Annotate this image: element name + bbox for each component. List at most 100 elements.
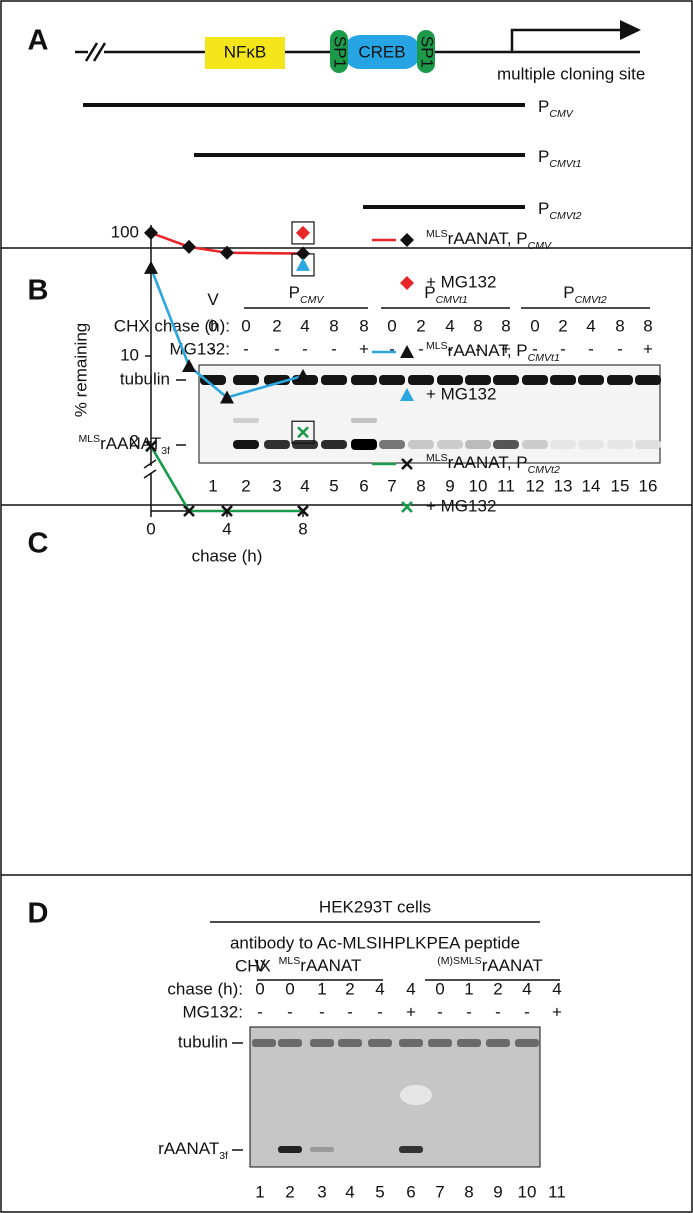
series-line	[149, 445, 303, 513]
lane-number: 2	[285, 1182, 294, 1201]
band-label-part: MLS	[78, 433, 100, 445]
band-label: rAANAT3f	[158, 1139, 228, 1161]
mg132-box	[291, 420, 315, 444]
marker	[183, 505, 195, 517]
y-tick-label: 2	[130, 431, 139, 450]
lane-number: 8	[416, 476, 425, 495]
chase-time: 8	[359, 316, 368, 335]
mg132-box	[291, 253, 315, 277]
chase-time: 4	[375, 979, 384, 998]
group-label-part: (M)SMLS	[437, 955, 481, 967]
nfkb-box	[205, 37, 285, 69]
marker	[400, 276, 414, 290]
marker	[401, 458, 413, 470]
element-label: SP1	[331, 36, 350, 68]
chase-time: 4	[445, 316, 454, 335]
mg132-sign: -	[377, 1002, 383, 1021]
band-label: MLSrAANAT3f	[78, 433, 170, 457]
legend-label-part: CMV	[528, 240, 552, 252]
lane-number: 14	[582, 476, 601, 495]
legend-label: + MG132	[426, 272, 496, 291]
group-label-part: CMVt2	[575, 294, 607, 306]
band-label: tubulin	[120, 369, 170, 388]
construct-label-part: P	[538, 97, 549, 116]
band-label-part: rAANAT	[158, 1139, 219, 1158]
construct-label-part: P	[538, 199, 549, 218]
y-axis-label: % remaining	[71, 323, 90, 418]
marker	[144, 260, 158, 274]
group-label: (M)SMLSrAANAT	[437, 955, 543, 976]
chase-time: 0	[241, 316, 250, 335]
construct-label: PCMV	[538, 97, 574, 119]
lane-number: 9	[445, 476, 454, 495]
x-tick-label: 0	[146, 519, 155, 538]
legend-label-part: rAANAT, P	[448, 453, 528, 472]
legend-label-part: MLS	[426, 228, 448, 240]
mg132-sign: -	[319, 1002, 325, 1021]
marker	[182, 239, 196, 254]
lane-number: 3	[317, 1182, 326, 1201]
construct-label-part: CMVt2	[549, 210, 581, 222]
x-axis-label: chase (h)	[192, 546, 263, 565]
marker	[296, 225, 310, 240]
mg132-sign: -	[347, 1002, 353, 1021]
lane-number: 4	[300, 476, 309, 495]
mg132-sign: -	[274, 339, 280, 358]
gel-bands	[252, 1039, 539, 1153]
mg132-box	[291, 221, 315, 245]
panel-letter: C	[28, 528, 49, 560]
lane-number: 8	[464, 1182, 473, 1201]
legend-label: MLSrAANAT, PCMV	[426, 228, 552, 252]
chase-time: 4	[586, 316, 595, 335]
lane-number: 10	[518, 1182, 537, 1201]
row-label: chase (h):	[167, 979, 243, 998]
header-label: antibody to Ac-MLSIHPLKPEA peptide	[230, 933, 520, 952]
mg132-sign: -	[287, 1002, 293, 1021]
group-label-part: rAANAT	[482, 956, 543, 975]
marker	[221, 505, 233, 517]
legend-label-part: CMVt2	[528, 464, 560, 476]
marker	[400, 388, 414, 401]
group-label: PCMVt1	[424, 283, 468, 305]
chase-time: 2	[345, 979, 354, 998]
mg132-sign: -	[437, 1002, 443, 1021]
marker	[145, 440, 157, 453]
marker	[400, 233, 414, 247]
y-tick-label: 10	[120, 345, 139, 364]
mg132-sign: -	[475, 339, 481, 358]
mg132-sign: -	[560, 339, 566, 358]
chase-time: 2	[493, 979, 502, 998]
marker	[182, 358, 196, 372]
mg132-sign: +	[406, 1002, 416, 1021]
chase-time: 8	[615, 316, 624, 335]
marker	[144, 225, 158, 240]
legend-label: + MG132	[426, 384, 496, 403]
band-label-part: 3f	[219, 1150, 228, 1162]
panel-letter: D	[28, 898, 49, 930]
marker	[296, 368, 310, 382]
row-label: CHX	[235, 956, 271, 975]
mg132-sign: -	[389, 339, 395, 358]
chase-time: 2	[272, 316, 281, 335]
lane-number: 5	[375, 1182, 384, 1201]
group-label: MLSrAANAT	[279, 955, 362, 976]
mg132-sign: -	[532, 339, 538, 358]
lane-number: 15	[611, 476, 630, 495]
legend-label: MLSrAANAT, PCMVt2	[426, 452, 560, 476]
group-label-part: CMVt1	[436, 294, 468, 306]
chase-time: 1	[317, 979, 326, 998]
group-label: V	[207, 290, 219, 309]
lane-number: 1	[208, 476, 217, 495]
mg132-sign: -	[466, 1002, 472, 1021]
chase-time: 4	[552, 979, 561, 998]
chase-time: 8	[501, 316, 510, 335]
mg132-sign: +	[359, 339, 369, 358]
legend-label-part: CMVt1	[528, 352, 560, 364]
mg132-sign: -	[588, 339, 594, 358]
lane-number: 9	[493, 1182, 502, 1201]
panel-letter: B	[28, 275, 49, 307]
lane-number: 5	[329, 476, 338, 495]
mg132-sign: -	[524, 1002, 530, 1021]
group-label-part: V	[254, 956, 266, 975]
sp1-box	[417, 30, 435, 73]
